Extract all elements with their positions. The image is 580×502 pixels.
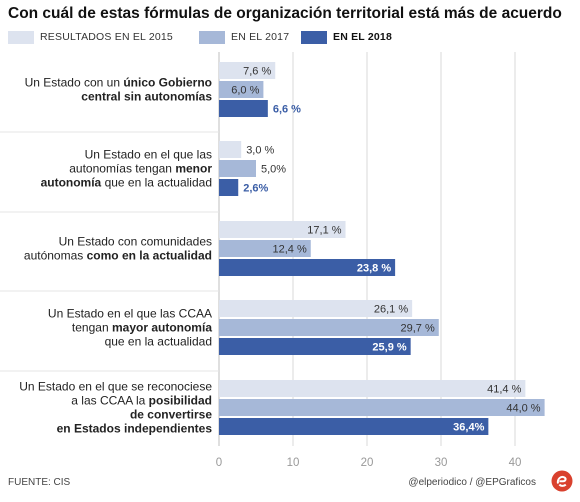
category-label-segment: autonomías tengan xyxy=(69,162,175,176)
legend-label-2015: RESULTADOS EN EL 2015 xyxy=(40,31,173,43)
category-label: Un Estado en el que las CCAA xyxy=(48,307,212,321)
legend-label-2017: EN EL 2017 xyxy=(231,31,290,43)
bar-0-1 xyxy=(219,81,264,98)
bar-3-2 xyxy=(219,338,411,355)
bar-2-0 xyxy=(219,221,346,238)
legend-swatch-2018 xyxy=(301,31,327,44)
category-label-segment: Un Estado con comunidades xyxy=(59,235,212,249)
category-label-segment: Un Estado con un xyxy=(25,76,124,90)
data-label: 5,0% xyxy=(261,164,286,176)
category-label: de convertirse xyxy=(130,408,212,422)
source-note: FUENTE: CIS xyxy=(8,477,71,488)
data-label: 44,0 % xyxy=(506,403,540,415)
category-label: autonomía que en la actualidad xyxy=(41,176,212,190)
category-label-segment: autónomas xyxy=(24,249,87,263)
category-label: central sin autonomías xyxy=(81,90,212,104)
x-tick-label: 20 xyxy=(361,457,374,469)
data-label: 7,6 % xyxy=(243,66,271,78)
category-label-segment: Un Estado en el que las CCAA xyxy=(48,307,212,321)
data-label: 26,1 % xyxy=(374,304,408,316)
data-label: 3,0 % xyxy=(246,145,274,157)
data-label: 29,7 % xyxy=(401,323,435,335)
category-label-segment: que en la actualidad xyxy=(105,335,212,349)
data-label: 12,4 % xyxy=(273,244,307,256)
el-periodico-logo-icon xyxy=(551,470,573,492)
chart-title: Con cuál de estas fórmulas de organizaci… xyxy=(8,5,562,22)
bar-1-1 xyxy=(219,160,256,177)
category-label-segment: mayor autonomía xyxy=(112,321,212,335)
legend-swatch-2017 xyxy=(199,31,225,44)
category-label-segment: que en la actualidad xyxy=(101,176,212,190)
category-label: Un Estado con un único Gobierno xyxy=(25,76,212,90)
data-label: 23,8 % xyxy=(357,263,391,275)
credit-note: @elperiodico / @EPGraficos xyxy=(408,477,536,488)
data-label: 6,0 % xyxy=(231,85,259,97)
category-label: Un Estado en el que las xyxy=(85,148,212,162)
category-label: tengan mayor autonomía xyxy=(72,321,212,335)
category-label: a las CCAA la posibilidad xyxy=(71,394,212,408)
category-label: autónomas como en la actualidad xyxy=(24,249,212,263)
category-label-segment: Un Estado en el que las xyxy=(85,148,212,162)
bar-0-2 xyxy=(219,100,268,117)
bar-0-0 xyxy=(219,62,276,79)
data-label: 25,9 % xyxy=(372,342,406,354)
category-label: Un Estado en el que se reconociese xyxy=(19,380,212,394)
bar-3-1 xyxy=(219,319,439,336)
category-label-segment: central sin autonomías xyxy=(81,90,212,104)
x-tick-label: 0 xyxy=(216,457,222,469)
data-label: 41,4 % xyxy=(487,384,521,396)
bar-1-0 xyxy=(219,141,242,158)
category-label-segment: en Estados independientes xyxy=(57,422,213,436)
legend-swatch-2015 xyxy=(8,31,34,44)
category-label-segment: único Gobierno xyxy=(123,76,212,90)
data-label: 17,1 % xyxy=(307,225,341,237)
bar-4-2 xyxy=(219,418,489,435)
category-label-segment: posibilidad xyxy=(149,394,212,408)
data-label: 6,6 % xyxy=(273,104,301,116)
category-label-segment: autonomía xyxy=(41,176,102,190)
category-label: que en la actualidad xyxy=(105,335,212,349)
legend-label-2018: EN EL 2018 xyxy=(333,31,393,43)
category-label-segment: Un Estado en el que se reconociese xyxy=(19,380,212,394)
category-label-segment: menor xyxy=(175,162,212,176)
bar-4-1 xyxy=(219,399,545,416)
x-tick-label: 30 xyxy=(435,457,448,469)
x-tick-label: 10 xyxy=(287,457,300,469)
category-label-segment: de convertirse xyxy=(130,408,212,422)
category-label-segment: tengan xyxy=(72,321,112,335)
bar-4-0 xyxy=(219,380,526,397)
bar-3-0 xyxy=(219,300,413,317)
category-label-segment: a las CCAA la xyxy=(71,394,148,408)
category-label: Un Estado con comunidades xyxy=(59,235,212,249)
data-label: 36,4% xyxy=(453,422,484,434)
data-label: 2,6% xyxy=(243,183,268,195)
x-tick-label: 40 xyxy=(509,457,522,469)
bar-2-1 xyxy=(219,240,311,257)
category-label-segment: como en la actualidad xyxy=(87,249,212,263)
category-label: en Estados independientes xyxy=(57,422,213,436)
bar-2-2 xyxy=(219,259,396,276)
category-label: autonomías tengan menor xyxy=(69,162,212,176)
bar-1-2 xyxy=(219,179,239,196)
